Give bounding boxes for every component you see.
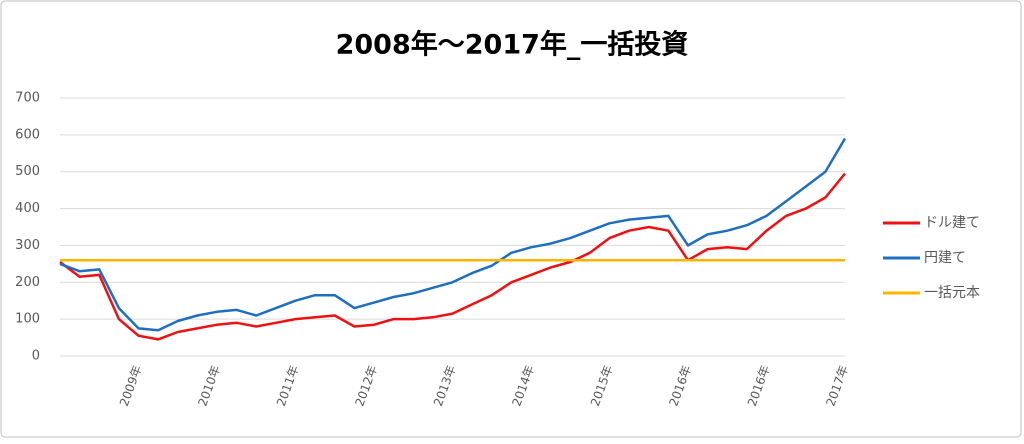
chart-title: 2008年～2017年_一括投資 (336, 29, 689, 61)
legend-label: 円建て (924, 250, 966, 266)
y-tick-label: 600 (15, 127, 40, 142)
legend-label: ドル建て (924, 215, 980, 231)
legend-label: 一括元本 (924, 285, 980, 301)
series-line (59, 172, 846, 341)
y-tick-label: 500 (15, 164, 40, 179)
y-tick-label: 200 (15, 275, 40, 290)
y-tick-label: 700 (15, 91, 40, 106)
y-tick-label: 300 (15, 238, 40, 253)
y-tick-label: 0 (32, 349, 40, 364)
series-line (59, 137, 847, 332)
y-tick-label: 400 (15, 201, 40, 216)
y-tick-label: 100 (15, 312, 40, 327)
